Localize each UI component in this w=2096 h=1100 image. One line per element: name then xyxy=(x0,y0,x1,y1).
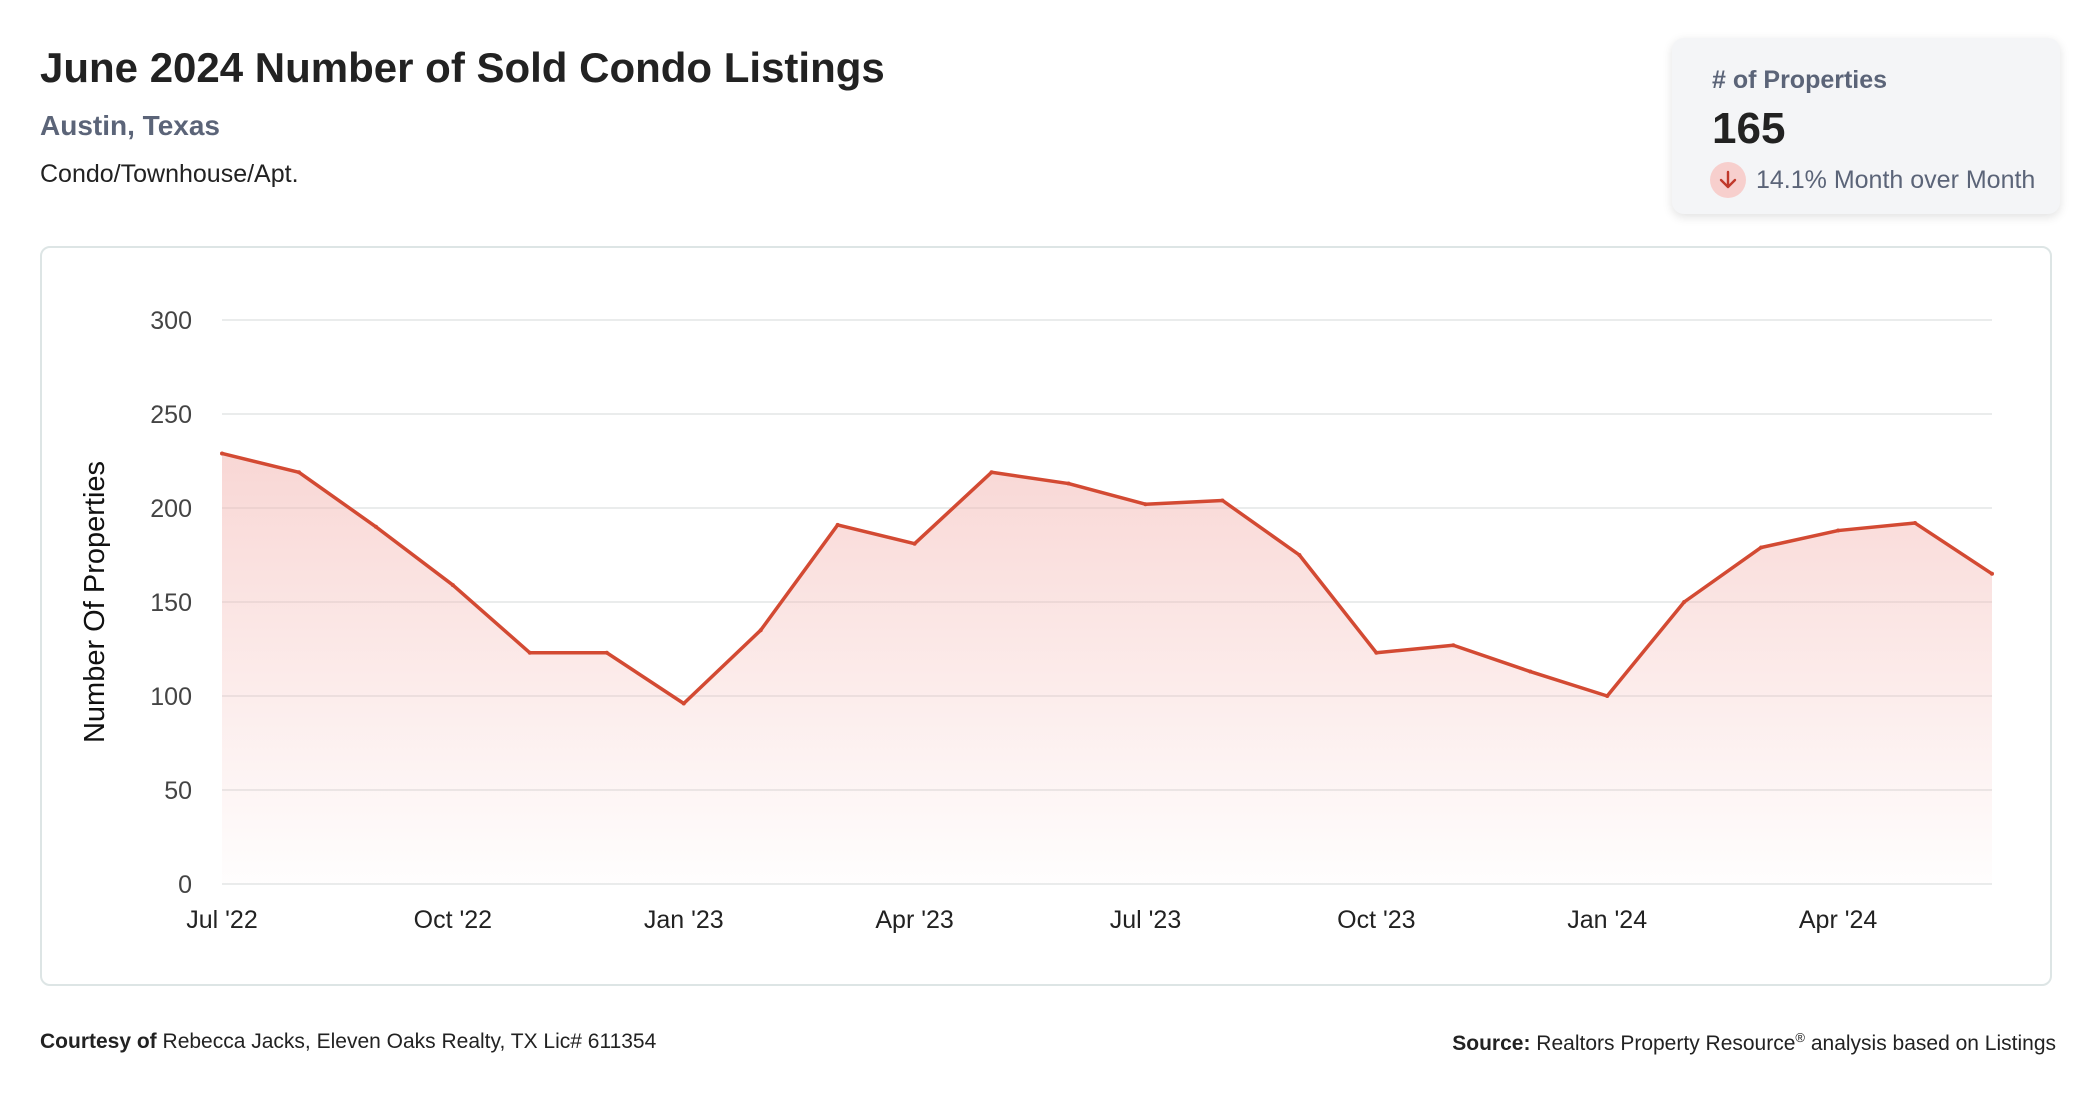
kpi-label: # of Properties xyxy=(1712,66,1888,94)
kpi-value: 165 xyxy=(1712,104,1786,153)
property-type-label: Condo/Townhouse/Apt. xyxy=(40,160,299,188)
y-tick-label: 100 xyxy=(150,683,192,711)
registered-mark: ® xyxy=(1795,1030,1805,1045)
data-point[interactable] xyxy=(296,470,301,475)
x-tick-label: Jul '23 xyxy=(1110,906,1181,934)
chart-card: 0 50 100 150 200 250 300 Jul '22 Oct '22 Jan '23… xyxy=(40,246,2052,986)
data-point[interactable] xyxy=(1759,545,1764,550)
data-point[interactable] xyxy=(373,524,378,529)
data-point[interactable] xyxy=(220,451,224,456)
source-text: Realtors Property Resource xyxy=(1536,1032,1796,1055)
y-tick-label: 150 xyxy=(150,589,192,617)
x-tick-label: Apr '23 xyxy=(875,906,953,934)
courtesy-label: Courtesy of xyxy=(40,1030,157,1053)
y-tick-label: 300 xyxy=(150,307,192,335)
data-point[interactable] xyxy=(912,541,917,546)
data-point[interactable] xyxy=(1682,600,1687,604)
data-point[interactable] xyxy=(1297,553,1302,557)
y-tick-label: 50 xyxy=(164,777,192,805)
courtesy-footer: Courtesy of Rebecca Jacks, Eleven Oaks R… xyxy=(40,1030,656,1054)
x-tick-label: Oct '23 xyxy=(1337,906,1415,934)
data-point[interactable] xyxy=(450,583,455,588)
series-line xyxy=(221,451,1993,706)
kpi-change: 14.1% Month over Month xyxy=(1710,162,2035,198)
x-tick-label: Apr '24 xyxy=(1799,906,1878,934)
source-footer: Source: Realtors Property Resource® anal… xyxy=(1452,1030,2056,1056)
data-point[interactable] xyxy=(1528,669,1533,674)
y-axis-label: Number Of Properties xyxy=(79,461,111,743)
kpi-change-text: 14.1% Month over Month xyxy=(1756,165,2036,194)
x-tick-label: Oct '22 xyxy=(414,906,492,934)
data-point[interactable] xyxy=(1990,571,1994,576)
source-label: Source: xyxy=(1452,1032,1531,1055)
data-point[interactable] xyxy=(604,650,609,655)
data-point[interactable] xyxy=(1913,521,1918,526)
data-point[interactable] xyxy=(758,628,763,633)
y-tick-label: 250 xyxy=(150,401,192,429)
y-tick-label: 0 xyxy=(178,871,192,899)
data-point[interactable] xyxy=(1066,481,1071,486)
x-tick-label: Jan '24 xyxy=(1567,906,1647,934)
data-point[interactable] xyxy=(527,650,532,655)
page-title: June 2024 Number of Sold Condo Listings xyxy=(40,44,885,91)
location-subtitle: Austin, Texas xyxy=(40,110,220,141)
y-tick-label: 200 xyxy=(150,495,192,523)
data-point[interactable] xyxy=(989,470,994,475)
data-point[interactable] xyxy=(1374,650,1379,655)
data-point[interactable] xyxy=(1836,528,1841,533)
x-tick-label: Jan '23 xyxy=(644,906,724,934)
data-point[interactable] xyxy=(1220,498,1225,503)
line-area-chart: 0 50 100 150 200 250 300 Jul '22 Oct '22 Jan '23… xyxy=(79,307,1994,934)
data-point[interactable] xyxy=(1605,694,1610,698)
data-point[interactable] xyxy=(835,522,840,527)
data-point[interactable] xyxy=(1451,643,1456,648)
data-point[interactable] xyxy=(1143,502,1148,507)
kpi-card: # of Properties 165 14.1% Month over Mon… xyxy=(1672,38,2060,214)
x-tick-label: Jul '22 xyxy=(186,906,257,934)
data-point[interactable] xyxy=(681,701,686,706)
courtesy-text: Rebecca Jacks, Eleven Oaks Realty, TX Li… xyxy=(162,1030,657,1053)
arrow-down-icon xyxy=(1710,162,1746,198)
area-fill xyxy=(222,453,1992,884)
source-suffix: analysis based on Listings xyxy=(1810,1032,2056,1055)
